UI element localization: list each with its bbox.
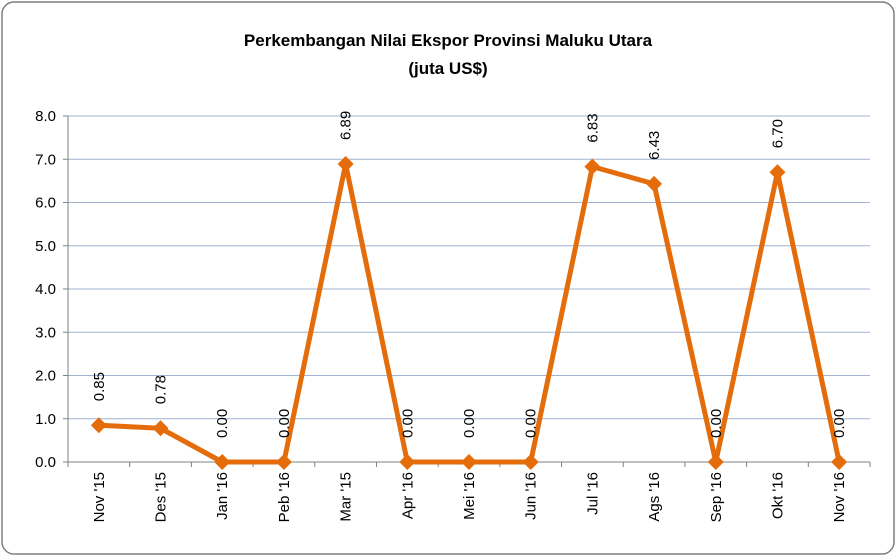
data-label: 0.00 <box>399 409 416 438</box>
data-label: 6.89 <box>338 111 355 140</box>
x-tick-label: Jan '16 <box>214 472 231 520</box>
marker <box>769 164 786 181</box>
data-label: 0.00 <box>461 409 478 438</box>
x-tick-label: Okt '16 <box>769 472 786 519</box>
y-tick-label: 2.0 <box>35 368 56 385</box>
x-tick-label: Peb '16 <box>276 472 293 522</box>
x-tick-label: Sep '16 <box>708 472 725 522</box>
data-label: 6.83 <box>584 113 601 142</box>
x-tick-label: Ags '16 <box>646 472 663 522</box>
y-tick-label: 4.0 <box>35 281 56 298</box>
y-tick-label: 0.0 <box>35 454 56 471</box>
marker <box>831 454 848 470</box>
marker <box>275 454 292 470</box>
x-tick-label: Mar '15 <box>338 472 355 522</box>
marker <box>214 454 231 470</box>
x-tick-label: Mei '16 <box>461 472 478 520</box>
marker <box>90 417 107 434</box>
data-label: 0.85 <box>91 372 108 401</box>
marker <box>522 454 539 470</box>
marker <box>707 454 724 470</box>
chart-title: Perkembangan Nilai Ekspor Provinsi Maluk… <box>244 31 653 50</box>
y-tick-label: 7.0 <box>35 151 56 168</box>
x-tick-label: Nov '15 <box>91 472 108 522</box>
data-label: 0.00 <box>708 409 725 438</box>
marker <box>584 158 601 175</box>
y-tick-label: 6.0 <box>35 195 56 212</box>
data-label: 6.43 <box>646 131 663 160</box>
x-tick-label: Jul '16 <box>584 472 601 515</box>
data-label: 0.78 <box>153 375 170 404</box>
marker <box>646 175 663 192</box>
y-tick-label: 5.0 <box>35 238 56 255</box>
marker <box>152 420 169 437</box>
x-tick-label: Jun '16 <box>523 472 540 520</box>
marker <box>399 454 416 470</box>
chart-subtitle: (juta US$) <box>408 59 487 78</box>
y-tick-label: 3.0 <box>35 324 56 341</box>
x-tick-label: Nov '16 <box>831 472 848 522</box>
marker <box>337 156 354 173</box>
data-label: 0.00 <box>523 409 540 438</box>
y-tick-label: 8.0 <box>35 108 56 125</box>
marker <box>461 454 477 470</box>
data-label: 0.00 <box>276 409 293 438</box>
data-label: 6.70 <box>769 119 786 148</box>
data-label: 0.00 <box>831 409 848 438</box>
data-label: 0.00 <box>214 409 231 438</box>
y-tick-label: 1.0 <box>35 411 56 428</box>
x-tick-label: Des '15 <box>153 472 170 522</box>
x-tick-label: Apr '16 <box>399 472 416 519</box>
